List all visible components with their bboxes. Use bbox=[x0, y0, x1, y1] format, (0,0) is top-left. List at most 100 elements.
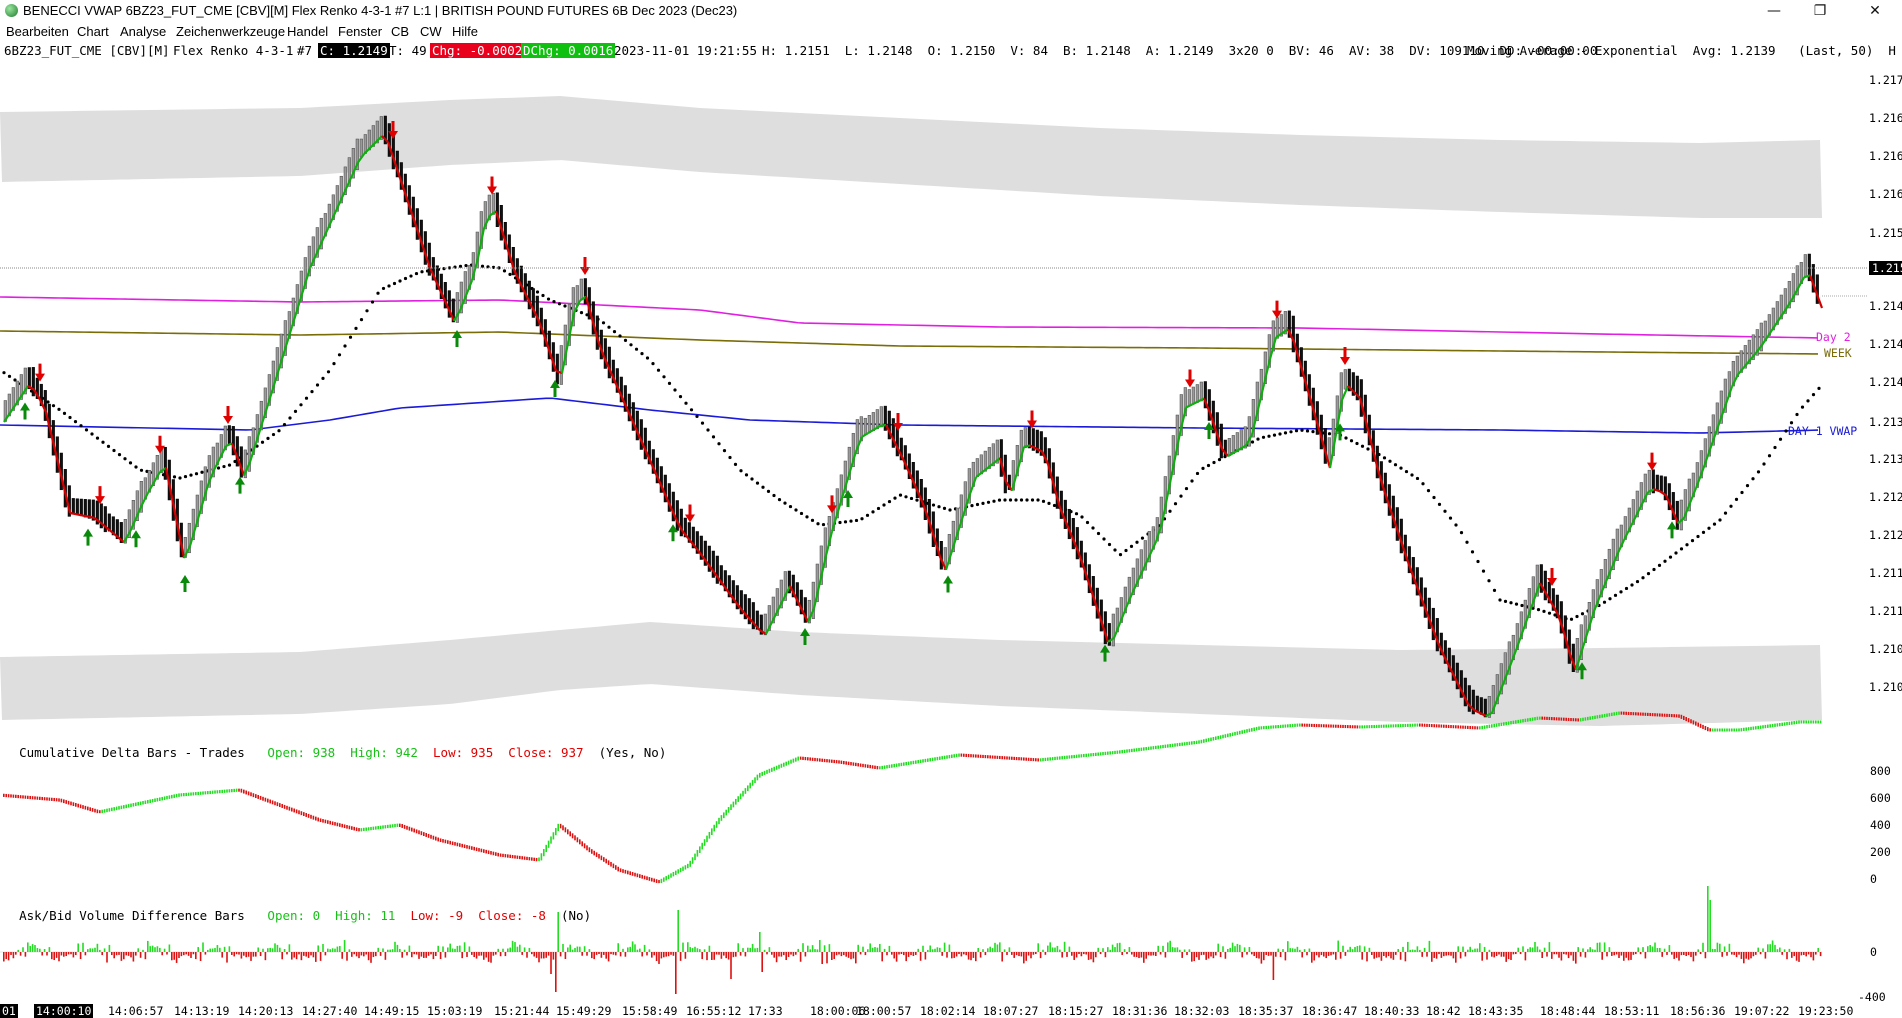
delta-bar bbox=[1649, 712, 1651, 717]
delta-bar bbox=[168, 795, 171, 799]
ema-dot bbox=[981, 501, 985, 505]
askbid-bar bbox=[449, 943, 451, 952]
askbid-bar bbox=[1416, 946, 1419, 952]
ema-dot bbox=[1388, 459, 1392, 463]
menu-hilfe[interactable]: Hilfe bbox=[452, 24, 479, 39]
renko-bar bbox=[1063, 499, 1067, 529]
ema-dot bbox=[1201, 466, 1205, 470]
menu-zeichenwerkzeuge[interactable]: Zeichenwerkzeuge bbox=[176, 24, 286, 39]
delta-bar bbox=[756, 774, 759, 781]
delta-bar bbox=[245, 790, 247, 795]
ema-dot bbox=[728, 455, 732, 460]
renko-bar bbox=[707, 545, 711, 572]
trend-segment bbox=[1718, 403, 1728, 422]
askbid-bar bbox=[1224, 952, 1227, 959]
delta-bar bbox=[727, 807, 730, 813]
askbid-bar bbox=[1407, 941, 1409, 952]
close-button[interactable]: ✕ bbox=[1869, 3, 1881, 19]
ema-dot bbox=[1278, 432, 1282, 436]
askbid-bar bbox=[411, 952, 413, 958]
askbid-bar bbox=[221, 952, 223, 958]
askbid-bar bbox=[1251, 952, 1253, 955]
delta-bar bbox=[1635, 712, 1637, 716]
askbid-bar bbox=[963, 952, 965, 955]
renko-bar bbox=[375, 120, 379, 144]
delta-bar bbox=[233, 788, 235, 793]
delta-bar bbox=[1435, 724, 1438, 728]
menu-fenster[interactable]: Fenster bbox=[338, 24, 383, 39]
delta-bar bbox=[1812, 720, 1815, 724]
delta-bar bbox=[1229, 733, 1231, 737]
askbid-bar bbox=[36, 948, 39, 952]
renko-bar bbox=[1723, 378, 1727, 413]
askbid-bar bbox=[1090, 952, 1092, 960]
renko-bar bbox=[887, 410, 891, 440]
menu-bearbeiten[interactable]: Bearbeiten bbox=[6, 24, 69, 39]
delta-bar bbox=[394, 823, 396, 828]
trend-segment bbox=[765, 621, 773, 635]
ema-dot bbox=[1696, 534, 1700, 539]
renko-bar bbox=[963, 481, 967, 516]
renko-bar bbox=[211, 446, 215, 478]
menu-handel[interactable]: Handel bbox=[287, 24, 329, 39]
renko-bar bbox=[1543, 570, 1547, 601]
askbid-bar bbox=[1054, 947, 1056, 952]
askbid-bar bbox=[747, 947, 749, 952]
delta-bar bbox=[1289, 724, 1291, 728]
ema-dot bbox=[1014, 498, 1018, 502]
delta-bar bbox=[509, 854, 511, 858]
askbid-bar bbox=[826, 952, 828, 964]
restore-button[interactable]: ❐ bbox=[1813, 3, 1827, 19]
trend-segment bbox=[1706, 437, 1716, 456]
ema-dot bbox=[1118, 553, 1123, 557]
delta-bar bbox=[262, 796, 264, 801]
trend-segment bbox=[398, 177, 408, 197]
delta-bar bbox=[653, 878, 655, 883]
menu-analyse[interactable]: Analyse bbox=[120, 24, 167, 39]
delta-bar bbox=[1491, 724, 1493, 728]
menu-cb[interactable]: CB bbox=[391, 24, 410, 39]
askbid-bar bbox=[137, 948, 139, 952]
askbid-bar bbox=[171, 952, 173, 961]
delta-bar bbox=[735, 798, 737, 805]
delta-bar bbox=[1543, 716, 1546, 720]
renko-bar bbox=[351, 148, 355, 179]
trend-segment bbox=[464, 280, 474, 296]
askbid-bar bbox=[259, 952, 262, 957]
renko-bar bbox=[451, 298, 455, 323]
askbid-bar bbox=[187, 952, 190, 956]
renko-bar bbox=[11, 387, 15, 411]
menu-cw[interactable]: CW bbox=[420, 24, 442, 39]
askbid-bar bbox=[1402, 946, 1404, 952]
askbid-bar bbox=[1083, 952, 1085, 955]
askbid-bar bbox=[1457, 946, 1459, 952]
delta-bar bbox=[1555, 717, 1558, 721]
askbid-bar bbox=[1075, 952, 1078, 958]
askbid-bar bbox=[10, 952, 12, 955]
renko-bar bbox=[843, 460, 847, 493]
ema-dot bbox=[1190, 479, 1194, 483]
delta-bar bbox=[396, 823, 399, 827]
ema-dot bbox=[1542, 609, 1546, 613]
askbid-bar bbox=[987, 948, 989, 952]
delta-bar bbox=[960, 753, 963, 757]
askbid-bar bbox=[1431, 952, 1433, 962]
askbid-bar bbox=[79, 952, 82, 960]
time-tick-label: 19:07:22 bbox=[1734, 1004, 1790, 1018]
delta-bar bbox=[876, 765, 879, 770]
minimize-button[interactable]: — bbox=[1767, 3, 1781, 19]
time-tick-label: 17:33 bbox=[748, 1004, 783, 1018]
askbid-bar bbox=[1056, 945, 1059, 952]
renko-bar bbox=[1459, 670, 1463, 698]
delta-bar bbox=[375, 826, 377, 830]
renko-bar bbox=[1267, 334, 1271, 368]
ema-dot bbox=[420, 270, 424, 274]
menu-chart[interactable]: Chart bbox=[77, 24, 109, 39]
askbid-bar bbox=[1776, 949, 1779, 952]
askbid-bar bbox=[1757, 947, 1759, 952]
askbid-bar bbox=[941, 952, 943, 956]
delta-bar bbox=[1059, 756, 1061, 760]
trend-segment bbox=[1586, 610, 1596, 632]
time-tick-label: 14:06:57 bbox=[108, 1004, 164, 1018]
